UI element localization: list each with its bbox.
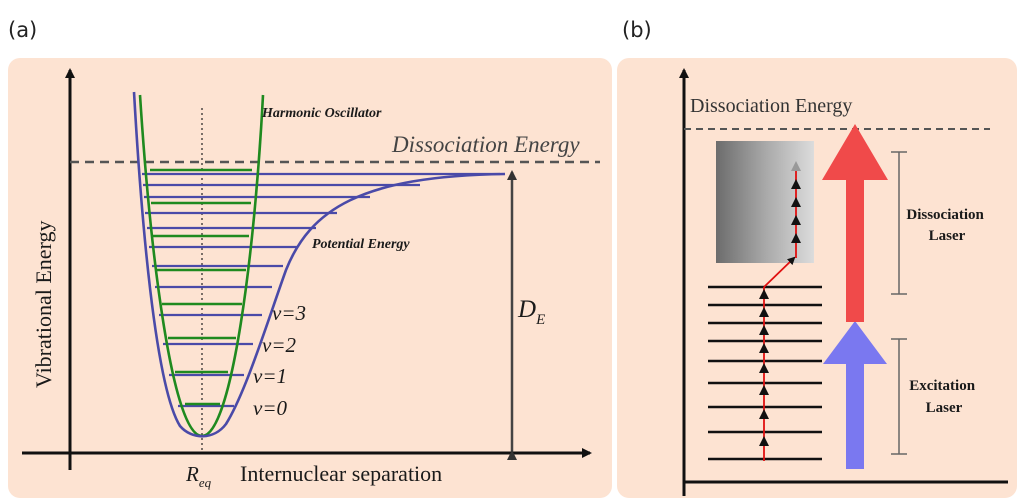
de-label-sub: E (535, 312, 545, 328)
dissociation-bracket (891, 151, 907, 295)
dissociation-laser-line1: Dissociation (906, 207, 984, 223)
harmonic-levels (150, 168, 252, 406)
level-label-v1: v=1 (253, 364, 287, 388)
bound-levels (708, 285, 822, 461)
y-axis-label: Vibrational Energy (31, 220, 56, 388)
dissociation-energy-label-b: Dissociation Energy (690, 95, 852, 117)
transition-arrowhead (759, 436, 769, 446)
excitation-laser-label: Excitation Laser (909, 378, 979, 416)
level-label-v0: v=0 (253, 396, 287, 420)
panel-a-label: (a) (8, 18, 38, 42)
dissociation-laser-line2: Laser (929, 228, 966, 244)
dissociation-laser-arrow (822, 124, 888, 322)
potential-energy-label: Potential Energy (312, 237, 410, 252)
transition-arrowhead (759, 343, 769, 353)
transition-arrowhead (759, 385, 769, 395)
panel-b-label: (b) (622, 18, 652, 42)
transition-arrowhead (759, 363, 769, 373)
transition-diagonal (763, 256, 796, 288)
excitation-laser-line1: Excitation (909, 378, 975, 394)
ladder-transitions (759, 161, 801, 461)
transition-arrowhead (791, 179, 801, 189)
dissociation-energy-label: Dissociation Energy (391, 132, 580, 157)
transition-arrowhead (759, 325, 769, 335)
de-label: DE (517, 296, 545, 328)
req-label-sub: eq (199, 475, 212, 490)
transition-arrowhead (791, 197, 801, 207)
harmonic-oscillator-label: Harmonic Oscillator (261, 106, 382, 121)
req-label-main: R (185, 462, 199, 486)
panel-b-figure: Dissociation Energy (679, 68, 1008, 496)
level-label-v3: v=3 (272, 301, 306, 325)
req-label: Req (185, 462, 212, 490)
excitation-bracket (891, 338, 907, 455)
transition-arrowhead (759, 289, 769, 299)
excitation-laser-line2: Laser (926, 400, 963, 416)
transition-arrowhead (791, 233, 801, 243)
x-axis-label: Internuclear separation (240, 461, 442, 486)
transition-arrowhead (791, 215, 801, 225)
transition-arrowhead (759, 409, 769, 419)
level-label-v2: v=2 (262, 333, 296, 357)
morse-curve (132, 91, 506, 438)
de-label-main: D (517, 296, 536, 323)
morse-levels (142, 172, 500, 408)
panel-a-figure: Harmonic Oscillator Dissociation Energy … (22, 68, 600, 490)
transition-arrowhead (759, 307, 769, 317)
dissociation-laser-label: Dissociation Laser (906, 207, 987, 244)
transition-arrowhead-faded (791, 161, 801, 171)
excitation-laser-arrow (823, 321, 887, 469)
continuum-box (716, 141, 814, 263)
